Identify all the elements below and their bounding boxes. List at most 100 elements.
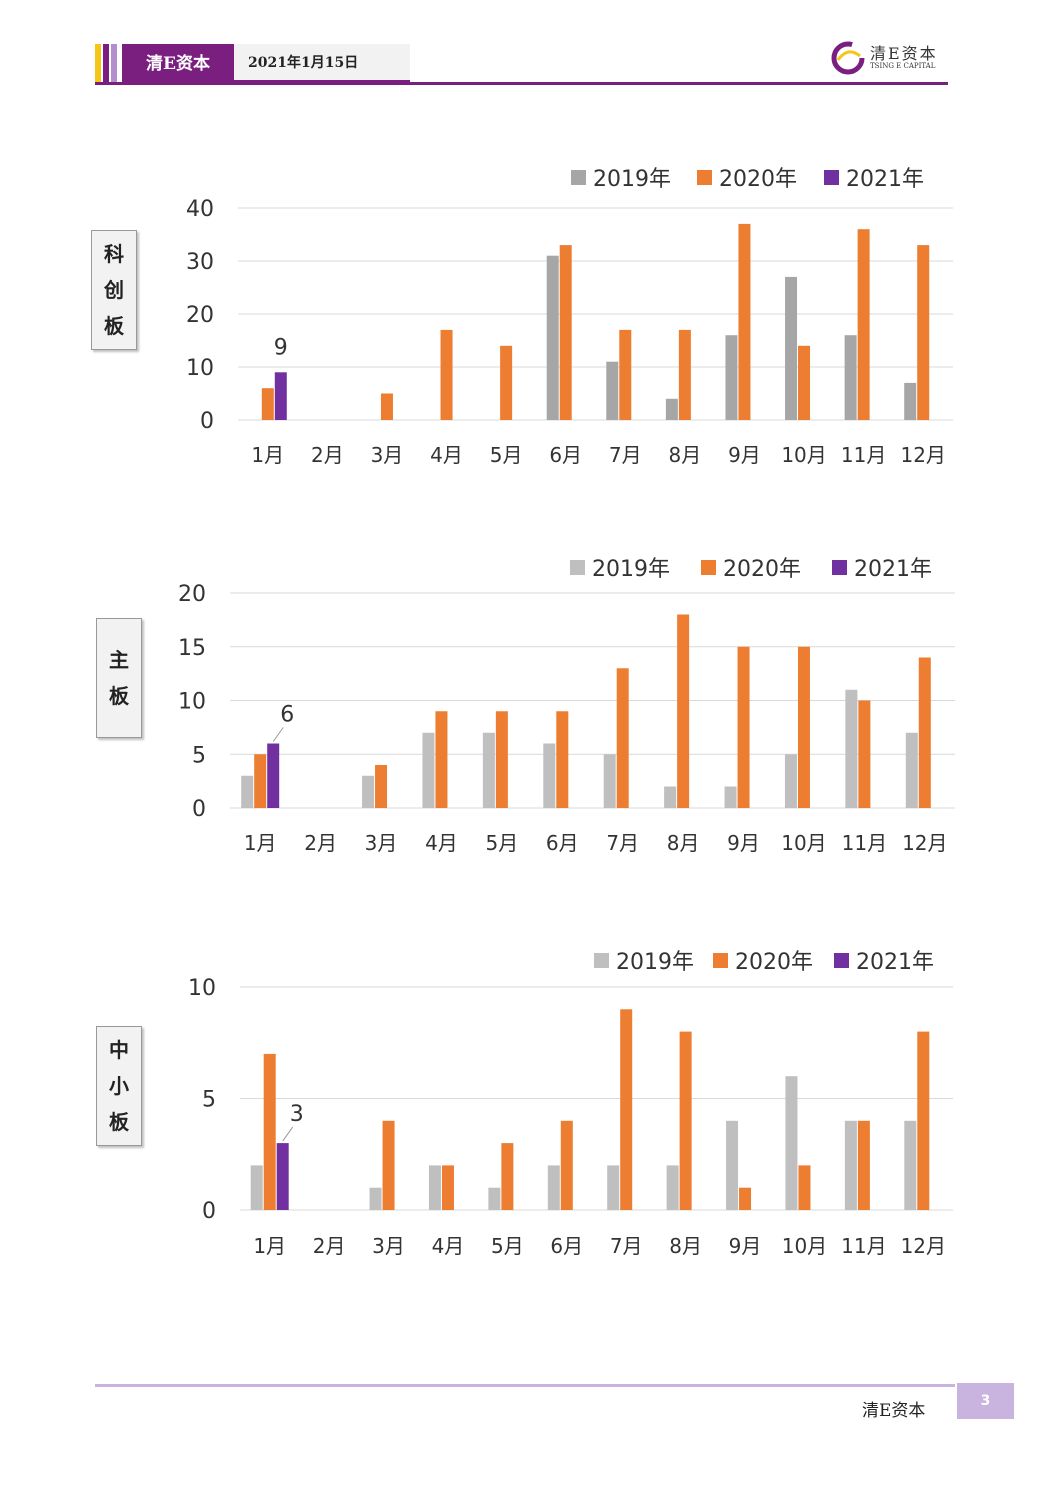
legend-swatch (697, 170, 712, 185)
legend-label: 2020年 (735, 950, 813, 975)
bar-2020年-5月 (501, 1143, 514, 1210)
x-category-label: 9月 (727, 831, 760, 855)
bar-2020年-8月 (677, 614, 690, 808)
legend-swatch (824, 170, 839, 185)
x-category-label: 8月 (667, 831, 700, 855)
bar-2019年-10月 (785, 276, 798, 420)
x-category-label: 3月 (372, 1234, 405, 1258)
bar-2019年-12月 (904, 382, 917, 420)
bar-2020年-1月 (254, 754, 267, 808)
bar-2020年-12月 (917, 1031, 930, 1210)
bar-2019年-7月 (603, 754, 616, 808)
side-label-char: 板 (109, 684, 129, 708)
x-category-label: 12月 (902, 831, 947, 855)
legend-label: 2021年 (856, 950, 934, 975)
bar-2020年-3月 (380, 393, 393, 420)
header-color-bar (95, 44, 101, 84)
bar-2020年-10月 (798, 1165, 811, 1210)
y-tick-label: 10 (178, 690, 206, 715)
bar-2020年-11月 (857, 229, 870, 420)
y-tick-label: 15 (178, 636, 206, 661)
bar-2020年-11月 (858, 700, 871, 808)
y-tick-label: 0 (192, 797, 206, 822)
legend-swatch (701, 560, 716, 575)
legend-label: 2020年 (723, 557, 801, 582)
bar-2019年-9月 (724, 786, 737, 808)
x-category-label: 2月 (311, 443, 344, 467)
chart-zhuban: 0 5 10 15 20 1月 2月 3月 4月 5月 6月 7月 8月 9月 10月 11月 12月 6 2019… (178, 557, 955, 855)
side-label-char: 中 (109, 1038, 129, 1062)
bar-2019年-6月 (547, 1165, 560, 1210)
bar-2020年-4月 (435, 711, 448, 808)
data-label-leader (282, 1126, 294, 1142)
header-date: 2021年1月15日 (234, 44, 410, 82)
legend-label: 2021年 (846, 167, 924, 192)
bar-2019年-6月 (546, 255, 559, 420)
bar-2020年-7月 (619, 329, 632, 420)
side-label-char: 小 (109, 1074, 129, 1098)
bar-2019年-6月 (543, 743, 556, 808)
y-tick-label: 10 (186, 356, 214, 381)
legend-label: 2020年 (719, 167, 797, 192)
legend-label: 2021年 (854, 557, 932, 582)
bar-2020年-9月 (738, 223, 751, 420)
bar-2019年-8月 (665, 398, 678, 420)
bar-2019年-7月 (606, 361, 619, 420)
x-category-label: 5月 (486, 831, 519, 855)
x-category-label: 2月 (313, 1234, 346, 1258)
y-tick-label: 5 (192, 743, 206, 768)
logo-swirl-icon (831, 41, 865, 75)
legend-swatch (570, 560, 585, 575)
company-logo: 清E资本 TSING E CAPITAL (826, 36, 950, 80)
bar-2020年-11月 (857, 1120, 870, 1210)
bar-2019年-8月 (666, 1165, 679, 1210)
x-category-label: 9月 (728, 443, 761, 467)
bar-2020年-8月 (678, 329, 691, 420)
header-color-bar (103, 44, 109, 84)
bar-2020年-10月 (797, 646, 810, 808)
footer-brand: 清E资本 (862, 1401, 926, 1421)
legend-label: 2019年 (593, 167, 671, 192)
y-tick-label: 20 (178, 582, 206, 607)
legend-swatch (594, 953, 609, 968)
y-tick-label: 30 (186, 250, 214, 275)
bar-2019年-4月 (428, 1165, 441, 1210)
x-category-label: 7月 (609, 443, 642, 467)
side-label-zhuban: 主板 (96, 618, 142, 738)
bar-2019年-4月 (422, 732, 435, 808)
bar-2020年-1月 (261, 388, 274, 420)
y-tick-label: 0 (202, 1199, 216, 1224)
bar-2019年-1月 (250, 1165, 263, 1210)
header-divider (95, 82, 948, 85)
bar-2020年-8月 (679, 1031, 692, 1210)
data-label: 6 (280, 703, 294, 728)
x-category-label: 10月 (781, 443, 826, 467)
x-category-label: 3月 (365, 831, 398, 855)
y-tick-label: 20 (186, 303, 214, 328)
x-category-label: 2月 (304, 831, 337, 855)
y-tick-label: 5 (202, 1088, 216, 1113)
x-category-label: 11月 (841, 443, 886, 467)
side-label-char: 板 (104, 314, 124, 338)
header-brand: 清E资本 (122, 44, 234, 84)
x-category-label: 7月 (610, 1234, 643, 1258)
chart-kechuang: 0 10 20 30 40 1月 2月 3月 4月 5月 6月 7月 8月 9月 10月 11月 12月 9 201… (186, 167, 953, 467)
bar-2020年-12月 (917, 245, 930, 420)
legend-swatch (832, 560, 847, 575)
side-label-zhongxiao: 中小板 (96, 1026, 142, 1146)
x-category-label: 12月 (901, 1234, 946, 1258)
bar-2021年-1月 (276, 1143, 289, 1210)
header-color-bar (111, 44, 117, 84)
data-label: 3 (290, 1102, 304, 1127)
x-category-label: 4月 (430, 443, 463, 467)
legend-swatch (571, 170, 586, 185)
legend-label: 2019年 (616, 950, 694, 975)
y-tick-label: 10 (188, 976, 216, 1001)
bar-2019年-3月 (362, 775, 375, 808)
bar-2019年-8月 (664, 786, 677, 808)
x-category-label: 5月 (491, 1234, 524, 1258)
x-category-label: 10月 (781, 831, 826, 855)
bar-2020年-6月 (559, 245, 572, 420)
logo-text-cn: 清E资本 (870, 44, 938, 63)
side-label-char: 板 (109, 1110, 129, 1134)
